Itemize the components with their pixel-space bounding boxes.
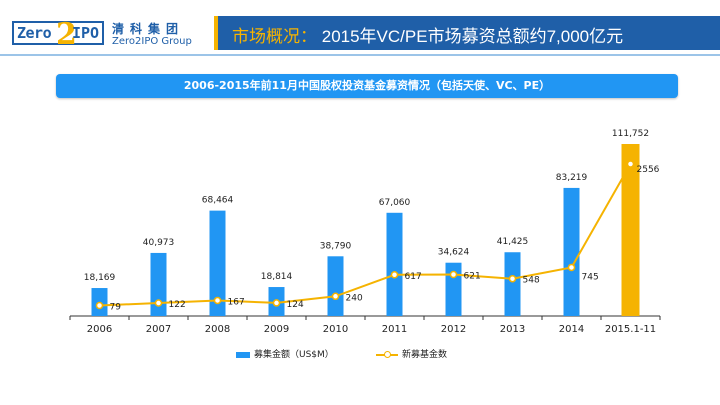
bar-data-label: 111,752 <box>612 129 649 139</box>
page-title: 市场概况： 2015年VC/PE市场募资总额约7,000亿元 <box>232 22 623 47</box>
bar <box>327 256 344 316</box>
x-tick-label: 2010 <box>323 324 348 335</box>
legend-bar-label: 募集金额（US$M） <box>254 350 334 360</box>
legend-line-label: 新募基金数 <box>402 350 448 360</box>
x-tick-label: 2012 <box>441 324 466 335</box>
x-tick-label: 2015.1-11 <box>605 324 656 335</box>
line-point <box>331 292 340 301</box>
company-logo: Zero 2 IPO 清科集团 Zero2IPO Group <box>12 17 192 52</box>
bar-data-label: 67,060 <box>379 198 411 208</box>
line-data-label: 79 <box>110 302 122 312</box>
bar-data-label: 34,624 <box>438 248 470 258</box>
bar <box>504 252 521 316</box>
line-point <box>567 263 576 272</box>
line-point <box>154 299 163 307</box>
bar-data-label: 68,464 <box>202 196 234 206</box>
x-tick-label: 2009 <box>264 324 289 335</box>
x-tick-label: 2014 <box>559 324 584 335</box>
bar-data-label: 41,425 <box>497 237 529 247</box>
x-tick-label: 2007 <box>146 324 171 335</box>
line-point <box>449 270 458 279</box>
bar-data-label: 18,169 <box>84 273 116 283</box>
x-tick-label: 2013 <box>500 324 525 335</box>
line-point <box>95 301 104 310</box>
line-data-label: 617 <box>405 272 422 282</box>
line-data-label: 240 <box>346 293 363 303</box>
logo-chinese-name: 清科集团 <box>112 22 185 36</box>
x-tick-label: 2008 <box>205 324 230 335</box>
line-point <box>508 274 517 283</box>
header-divider <box>0 54 720 56</box>
header-bar: 市场概况： 2015年VC/PE市场募资总额约7,000亿元 <box>214 16 720 50</box>
legend-line-swatch <box>376 350 398 359</box>
logo-two-glyph: 2 <box>56 17 77 52</box>
line-point <box>626 160 635 168</box>
legend-bar-swatch <box>236 351 250 358</box>
line-point <box>390 271 399 279</box>
line-data-label: 122 <box>169 300 186 310</box>
legend-item-bar: 募集金额（US$M） <box>236 347 334 360</box>
page-title-prefix: 市场概况： <box>232 27 317 46</box>
bar-data-label: 18,814 <box>261 272 293 282</box>
logo-ipo-text: IPO <box>72 24 100 42</box>
line-data-label: 621 <box>464 272 481 282</box>
bar <box>445 262 462 316</box>
bar-data-label: 40,973 <box>143 238 175 248</box>
bar-data-label: 83,219 <box>556 173 588 183</box>
x-tick-label: 2006 <box>87 324 112 335</box>
line-point <box>213 296 222 305</box>
page-title-main: 2015年VC/PE市场募资总额约7,000亿元 <box>321 27 624 46</box>
line-point <box>272 299 281 307</box>
line-data-label: 167 <box>228 297 245 307</box>
x-tick-label: 2011 <box>382 324 407 335</box>
line-series <box>99 163 632 307</box>
bar-data-label: 38,790 <box>320 241 352 251</box>
chart-title: 2006-2015年前11月中国股权投资基金募资情况（包括天使、VC、PE） <box>56 74 678 98</box>
line-data-label: 124 <box>287 300 304 310</box>
chart-legend: 募集金额（US$M） 新募基金数 <box>230 347 530 361</box>
bar <box>621 144 640 316</box>
legend-item-line: 新募基金数 <box>376 347 447 360</box>
logo-english-name: Zero2IPO Group <box>112 36 192 47</box>
bar <box>209 210 226 316</box>
logo-zero-text: Zero <box>17 24 52 42</box>
line-data-label: 2556 <box>637 165 660 175</box>
line-data-label: 745 <box>582 272 599 282</box>
line-data-label: 548 <box>523 276 540 286</box>
bar <box>150 252 167 316</box>
logo-mark: Zero 2 IPO <box>12 17 104 52</box>
bar <box>386 212 403 316</box>
bar <box>563 187 580 316</box>
